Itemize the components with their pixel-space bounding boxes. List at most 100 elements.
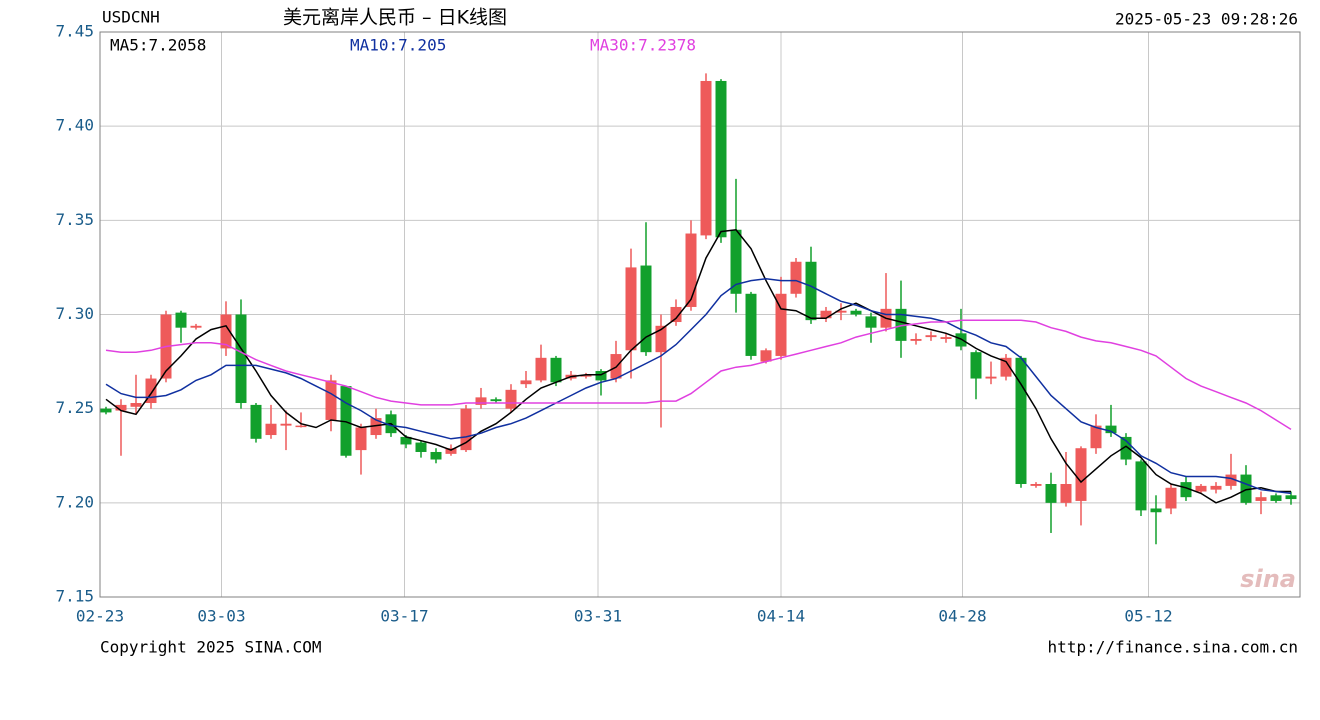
candle-body bbox=[430, 451, 442, 460]
candle-body bbox=[790, 261, 802, 294]
candle-body bbox=[490, 399, 502, 402]
candle-body bbox=[1210, 485, 1222, 490]
y-tick-label: 7.15 bbox=[55, 587, 94, 606]
candle-body bbox=[340, 386, 352, 456]
plot bbox=[100, 73, 1297, 545]
candle-body bbox=[1075, 448, 1087, 501]
x-tick-label: 02-23 bbox=[76, 607, 124, 626]
candle-body bbox=[955, 333, 967, 347]
candle-body bbox=[1225, 474, 1237, 486]
candle-body bbox=[190, 325, 202, 328]
candle-body bbox=[460, 408, 472, 451]
y-tick-label: 7.30 bbox=[55, 304, 94, 323]
legend-entry: MA30:7.2378 bbox=[590, 36, 696, 55]
ma-line bbox=[105, 277, 1292, 495]
candle-body bbox=[895, 308, 907, 341]
candle-body bbox=[415, 442, 427, 452]
candle-body bbox=[760, 350, 772, 362]
x-tick-label: 04-14 bbox=[757, 607, 805, 626]
candle-body bbox=[820, 310, 832, 319]
ma-line bbox=[105, 319, 1292, 431]
candle-body bbox=[505, 389, 517, 409]
candle-body bbox=[700, 80, 712, 236]
candle-body bbox=[400, 436, 412, 445]
candle-body bbox=[220, 314, 232, 349]
candle-body bbox=[1150, 508, 1162, 513]
candle-body bbox=[625, 267, 637, 351]
candle-body bbox=[1120, 436, 1132, 460]
symbol: USDCNH bbox=[102, 8, 160, 27]
source-url: http://finance.sina.com.cn bbox=[1048, 638, 1298, 657]
candle-body bbox=[1165, 487, 1177, 509]
candle-body bbox=[280, 423, 292, 426]
watermark: sina bbox=[1240, 565, 1296, 593]
candle-body bbox=[370, 418, 382, 436]
timestamp: 2025-05-23 09:28:26 bbox=[1115, 10, 1298, 29]
candle-body bbox=[745, 293, 757, 356]
candle-body bbox=[1135, 461, 1147, 511]
candle-body bbox=[775, 293, 787, 356]
candle-body bbox=[100, 408, 112, 413]
candle-body bbox=[235, 314, 247, 404]
candle-body bbox=[595, 371, 607, 381]
candle-body bbox=[1105, 425, 1117, 434]
x-tick-label: 03-17 bbox=[380, 607, 428, 626]
candle-body bbox=[115, 404, 127, 411]
candle-body bbox=[535, 357, 547, 381]
ma-line bbox=[105, 229, 1291, 504]
y-tick-label: 7.35 bbox=[55, 210, 94, 229]
candle-body bbox=[835, 310, 847, 313]
candle-body bbox=[940, 337, 952, 339]
candle-body bbox=[910, 338, 922, 341]
candle-body bbox=[1090, 425, 1102, 449]
y-tick-label: 7.40 bbox=[55, 116, 94, 135]
candle-body bbox=[805, 261, 817, 321]
candle-body bbox=[850, 310, 862, 315]
candle-body bbox=[580, 374, 592, 377]
candle-body bbox=[1000, 357, 1012, 377]
candle-body bbox=[145, 378, 157, 404]
y-tick-label: 7.45 bbox=[55, 22, 94, 41]
candle-body bbox=[1195, 485, 1207, 492]
x-tick-label: 04-28 bbox=[938, 607, 986, 626]
candle-body bbox=[325, 380, 337, 420]
candle-body bbox=[130, 403, 142, 407]
candle-body bbox=[445, 448, 457, 454]
candle-body bbox=[1285, 495, 1297, 500]
candle-body bbox=[730, 229, 742, 294]
candle-body bbox=[865, 316, 877, 328]
candle-body bbox=[925, 335, 937, 338]
candle-body bbox=[715, 80, 727, 238]
y-tick-label: 7.20 bbox=[55, 492, 94, 511]
candle-body bbox=[355, 427, 367, 451]
candle-body bbox=[1060, 484, 1072, 503]
candle-body bbox=[655, 325, 667, 353]
candle-body bbox=[1240, 474, 1252, 503]
candle-body bbox=[265, 423, 277, 436]
candle-body bbox=[1255, 497, 1267, 501]
candle-body bbox=[520, 380, 532, 385]
x-tick-label: 05-12 bbox=[1124, 607, 1172, 626]
x-tick-label: 03-31 bbox=[574, 607, 622, 626]
candle-body bbox=[475, 397, 487, 405]
candle-body bbox=[1015, 357, 1027, 484]
legend-entry: MA10:7.205 bbox=[350, 36, 446, 55]
candle-body bbox=[1045, 484, 1057, 503]
candle-body bbox=[985, 376, 997, 379]
candle-body bbox=[550, 357, 562, 383]
candle-body bbox=[1180, 482, 1192, 498]
candle-body bbox=[1270, 495, 1282, 501]
plot-frame bbox=[99, 31, 1301, 598]
chart-title: 美元离岸人民币 – 日K线图 bbox=[283, 7, 507, 29]
y-tick-label: 7.25 bbox=[55, 398, 94, 417]
candle-body bbox=[685, 233, 697, 307]
candle-body bbox=[1030, 484, 1042, 486]
candle-body bbox=[295, 425, 307, 428]
candle-body bbox=[640, 265, 652, 353]
legend-entry: MA5:7.2058 bbox=[110, 36, 206, 55]
candle-body bbox=[250, 404, 262, 439]
copyright: Copyright 2025 SINA.COM bbox=[100, 638, 322, 657]
candle-body bbox=[175, 312, 187, 328]
